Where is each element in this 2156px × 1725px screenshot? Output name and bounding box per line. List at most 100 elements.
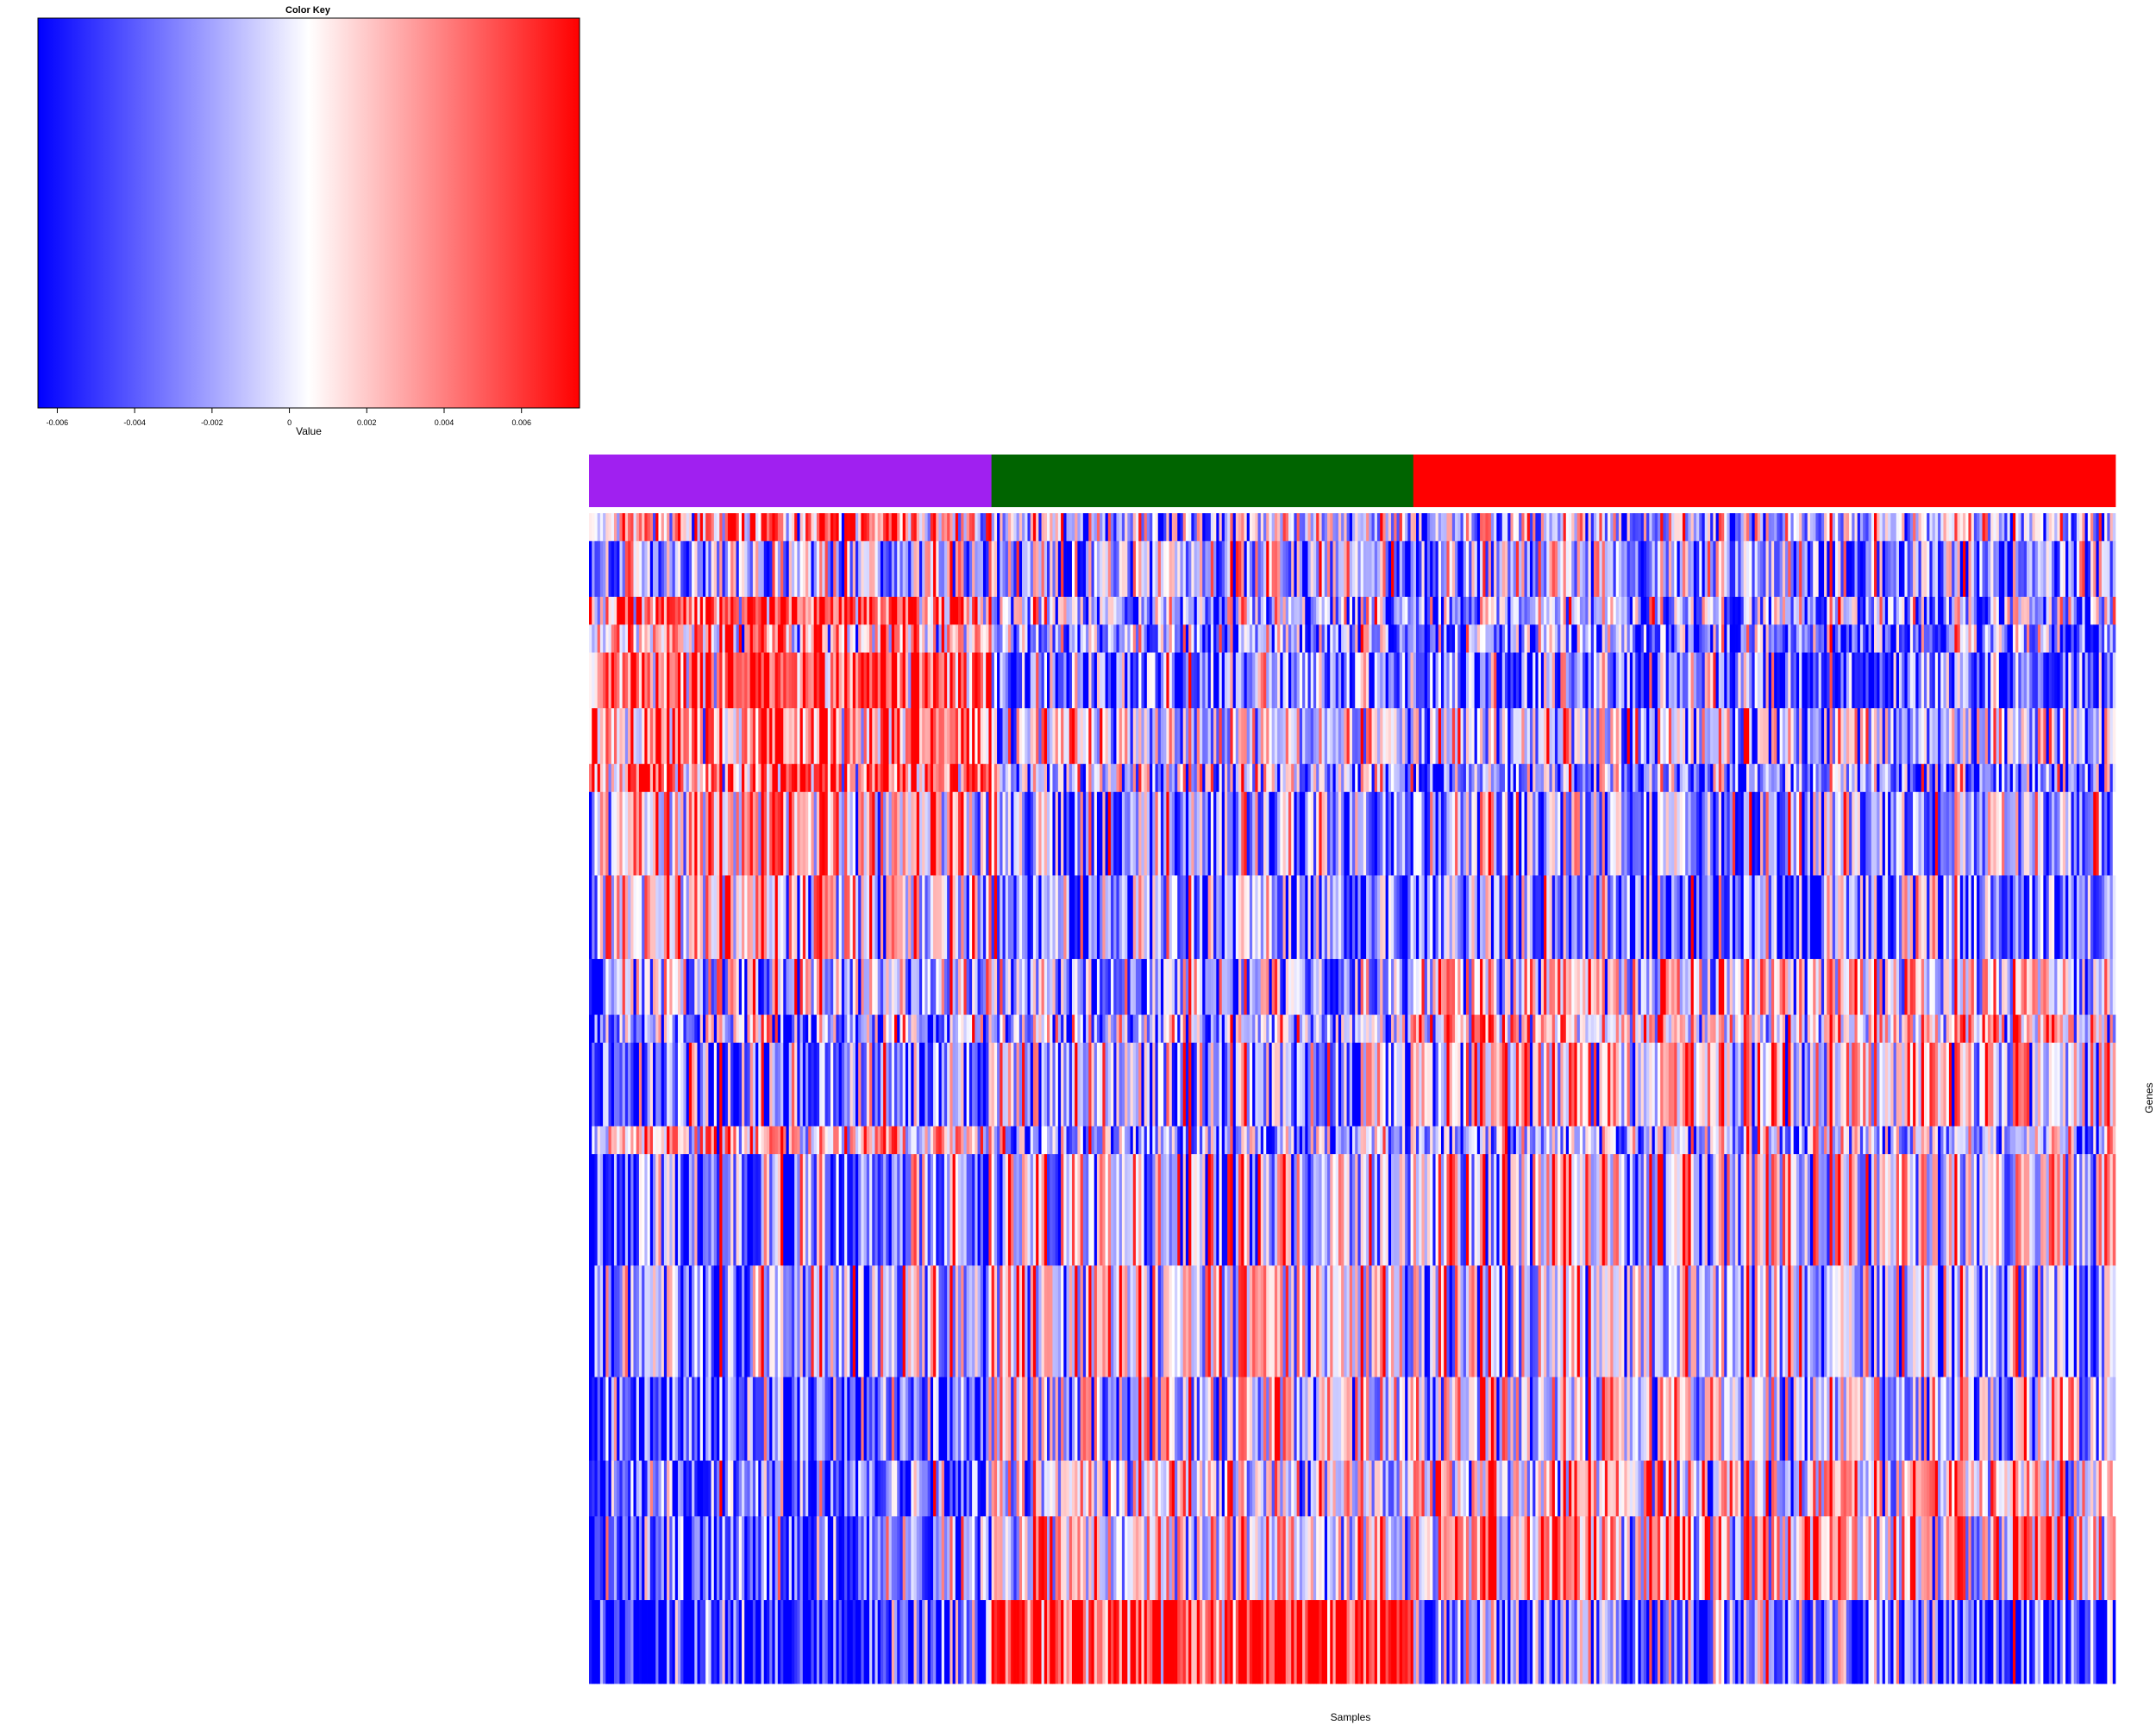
heatmap-cell bbox=[1469, 652, 1472, 709]
heatmap-cell bbox=[1430, 624, 1433, 653]
heatmap-cell bbox=[680, 513, 684, 542]
heatmap-cell bbox=[1319, 652, 1322, 709]
heatmap-cell bbox=[1613, 875, 1617, 960]
heatmap-cell bbox=[916, 541, 920, 598]
heatmap-cell bbox=[1868, 513, 1872, 542]
heatmap-cell bbox=[1257, 541, 1262, 598]
heatmap-cell bbox=[847, 875, 850, 960]
heatmap-cell bbox=[888, 792, 893, 876]
heatmap-cell bbox=[1280, 624, 1283, 653]
heatmap-cell bbox=[2109, 708, 2114, 765]
heatmap-cell bbox=[1943, 513, 1947, 542]
heatmap-cell bbox=[1296, 541, 1300, 598]
heatmap-cell bbox=[1296, 513, 1300, 542]
heatmap-cell bbox=[2093, 792, 2096, 876]
heatmap-cell bbox=[1185, 596, 1189, 625]
heatmap-cell bbox=[975, 763, 978, 793]
heatmap-cell bbox=[863, 875, 868, 960]
heatmap-cell bbox=[1463, 708, 1467, 765]
heatmap-cell bbox=[1175, 541, 1178, 598]
heatmap-cell bbox=[661, 541, 665, 598]
heatmap-cell bbox=[1618, 792, 1622, 876]
heatmap-cell bbox=[672, 792, 676, 876]
heatmap-cell bbox=[1088, 541, 1092, 598]
heatmap-cell bbox=[1291, 596, 1294, 625]
heatmap-cell bbox=[1205, 513, 1209, 542]
heatmap-cell bbox=[628, 792, 631, 876]
heatmap-cell bbox=[1576, 763, 1581, 793]
heatmap-cell bbox=[1061, 792, 1064, 876]
heatmap-cell bbox=[2027, 596, 2030, 625]
heatmap-cell bbox=[1707, 875, 1711, 960]
heatmap-cell bbox=[1471, 875, 1475, 960]
heatmap-cell bbox=[1643, 541, 1647, 598]
heatmap-cell bbox=[1621, 624, 1625, 653]
heatmap-cell bbox=[1005, 652, 1009, 709]
heatmap-cell bbox=[1752, 763, 1755, 793]
heatmap-cell bbox=[1080, 541, 1084, 598]
heatmap-cell bbox=[1624, 541, 1627, 598]
heatmap-cell bbox=[1696, 624, 1700, 653]
heatmap-cell bbox=[1745, 792, 1750, 876]
heatmap-cell bbox=[1796, 541, 1800, 598]
heatmap-cell bbox=[613, 958, 617, 1015]
heatmap-cell bbox=[1421, 513, 1426, 542]
heatmap-cell bbox=[713, 624, 718, 653]
heatmap-cell bbox=[1330, 763, 1333, 793]
heatmap-cell bbox=[1002, 652, 1006, 709]
heatmap-cell bbox=[1727, 541, 1731, 598]
heatmap-cell bbox=[1371, 875, 1376, 960]
heatmap-cell bbox=[1018, 652, 1023, 709]
heatmap-cell bbox=[1050, 792, 1053, 876]
heatmap-cell bbox=[1327, 596, 1331, 625]
heatmap-cell bbox=[908, 763, 912, 793]
heatmap-cell bbox=[1843, 652, 1847, 709]
heatmap-cell bbox=[1585, 513, 1589, 542]
heatmap-cell bbox=[1032, 763, 1037, 793]
heatmap-cell bbox=[1266, 513, 1269, 542]
heatmap-cell bbox=[1369, 596, 1372, 625]
heatmap-cell bbox=[1715, 513, 1720, 542]
heatmap-cell bbox=[1979, 541, 1983, 598]
heatmap-cell bbox=[1313, 541, 1317, 598]
heatmap-cell bbox=[1968, 875, 1972, 960]
heatmap-cell bbox=[769, 763, 773, 793]
heatmap-cell bbox=[797, 624, 800, 653]
heatmap-cell bbox=[1282, 513, 1287, 542]
heatmap-cell bbox=[1510, 792, 1514, 876]
heatmap-cell bbox=[1834, 763, 1839, 793]
heatmap-cell bbox=[1688, 708, 1691, 765]
heatmap-cell bbox=[849, 652, 854, 709]
heatmap-cell bbox=[761, 875, 765, 960]
color-key-tick-label: -0.004 bbox=[123, 418, 146, 427]
heatmap-cell bbox=[1141, 875, 1144, 960]
heatmap-cell bbox=[608, 708, 612, 765]
heatmap-cell bbox=[1260, 541, 1264, 598]
heatmap-cell bbox=[1732, 875, 1736, 960]
heatmap-cell bbox=[811, 541, 815, 598]
column-group-band-2 bbox=[991, 455, 1414, 507]
heatmap-cell bbox=[1463, 763, 1467, 793]
heatmap-cell bbox=[1532, 875, 1536, 960]
heatmap-cell bbox=[1779, 792, 1783, 876]
heatmap-cell bbox=[1601, 708, 1606, 765]
heatmap-cell bbox=[1954, 513, 1958, 542]
heatmap-cell bbox=[2002, 792, 2005, 876]
heatmap-cell bbox=[899, 513, 904, 542]
heatmap-cell bbox=[1749, 792, 1752, 876]
heatmap-cell bbox=[1802, 708, 1805, 765]
heatmap-cell bbox=[1532, 513, 1536, 542]
heatmap-cell bbox=[1082, 596, 1087, 625]
heatmap-cell bbox=[1391, 541, 1395, 598]
heatmap-cell bbox=[1565, 652, 1570, 709]
heatmap-cell bbox=[705, 652, 709, 709]
heatmap-cell bbox=[1668, 541, 1672, 598]
heatmap-cell bbox=[774, 652, 779, 709]
heatmap-cell bbox=[653, 652, 656, 709]
heatmap-cell bbox=[1618, 596, 1622, 625]
heatmap-cell bbox=[1724, 596, 1727, 625]
heatmap-cell bbox=[1271, 708, 1275, 765]
heatmap-cell bbox=[1302, 708, 1306, 765]
heatmap-cell bbox=[1132, 596, 1137, 625]
heatmap-cell bbox=[1704, 541, 1708, 598]
